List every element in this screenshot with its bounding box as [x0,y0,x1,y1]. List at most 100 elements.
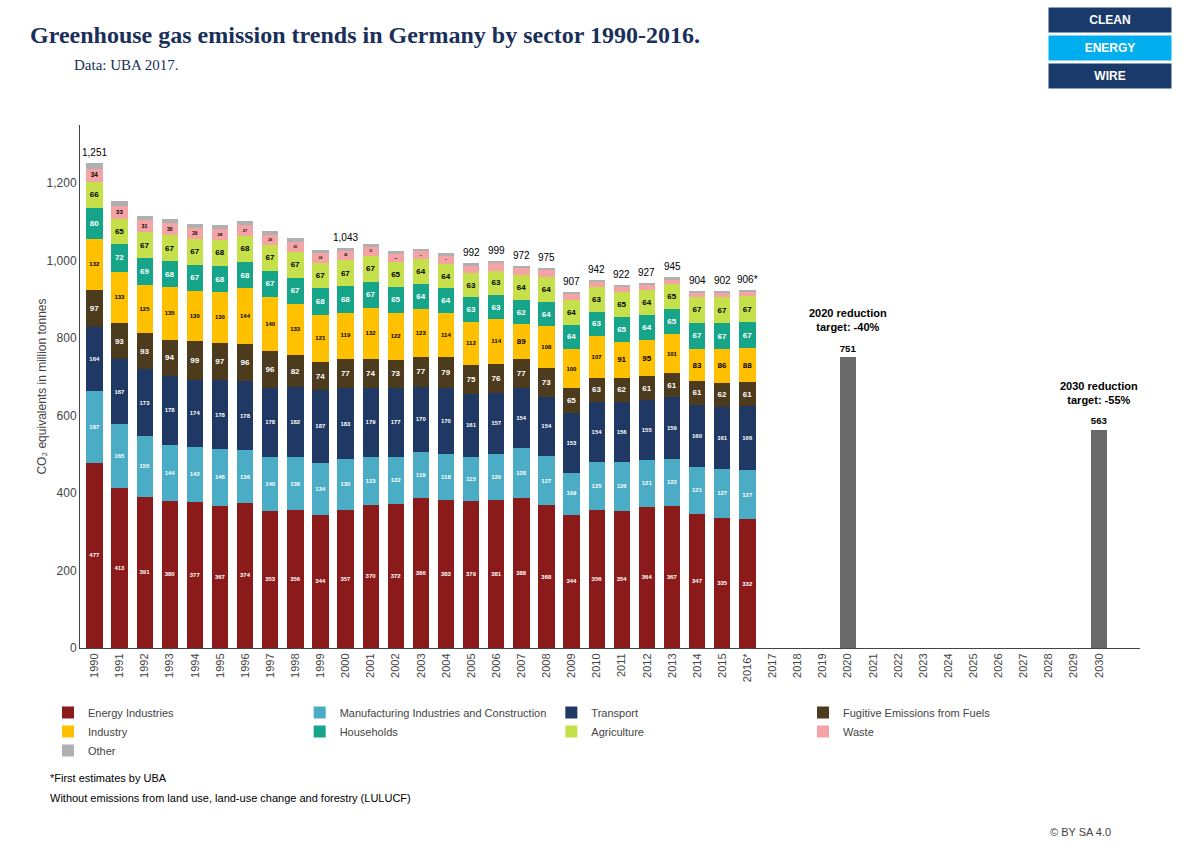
svg-text:2001: 2001 [364,653,376,677]
svg-text:2007: 2007 [515,653,527,677]
svg-text:127: 127 [742,492,753,498]
svg-text:77: 77 [341,369,350,378]
svg-text:383: 383 [441,571,452,577]
svg-text:161: 161 [717,435,728,441]
svg-text:2023: 2023 [917,653,929,677]
svg-text:65: 65 [567,396,576,405]
svg-text:109: 109 [566,490,577,496]
svg-text:174: 174 [190,410,201,416]
svg-text:68: 68 [215,275,224,284]
svg-text:63: 63 [466,281,475,290]
svg-text:88: 88 [743,361,752,370]
svg-text:64: 64 [642,323,651,332]
svg-text:600: 600 [57,409,77,423]
svg-text:118: 118 [441,473,451,480]
svg-text:120: 120 [491,474,502,480]
svg-text:187: 187 [315,423,326,429]
svg-text:73: 73 [391,369,400,378]
svg-text:68: 68 [240,244,249,253]
svg-text:31: 31 [142,223,148,229]
svg-text:364: 364 [642,574,653,580]
svg-text:2011: 2011 [615,653,627,677]
svg-text:183: 183 [340,421,351,427]
svg-text:63: 63 [492,278,501,287]
svg-text:64: 64 [542,285,551,294]
svg-text:922: 922 [613,269,630,280]
svg-text:164: 164 [89,356,100,362]
svg-text:68: 68 [341,295,350,304]
svg-text:413: 413 [114,565,125,571]
svg-text:144: 144 [240,313,251,319]
svg-text:125: 125 [592,483,603,489]
svg-text:146: 146 [215,474,226,480]
svg-text:Fugitive Emissions from Fuels: Fugitive Emissions from Fuels [843,707,990,719]
svg-text:132: 132 [366,330,377,336]
svg-text:2016*: 2016* [741,653,753,682]
svg-text:2026: 2026 [992,653,1004,677]
svg-text:372: 372 [391,573,402,579]
svg-text:2024: 2024 [942,653,954,677]
svg-text:374: 374 [240,572,251,578]
svg-text:95: 95 [642,354,651,363]
svg-text:73: 73 [542,378,551,387]
svg-text:119: 119 [416,471,426,478]
svg-text:Transport: Transport [591,707,638,719]
svg-text:122: 122 [667,479,678,485]
svg-text:170: 170 [416,416,427,422]
svg-text:ENERGY: ENERGY [1085,41,1136,55]
svg-text:Agriculture: Agriculture [591,726,644,738]
svg-text:178: 178 [240,413,251,419]
svg-text:67: 67 [165,244,174,253]
svg-text:906*: 906* [737,274,758,285]
svg-text:1994: 1994 [189,653,201,677]
svg-text:144: 144 [165,470,176,476]
svg-text:128: 128 [516,470,527,476]
svg-text:68: 68 [240,271,249,280]
svg-text:2022: 2022 [892,653,904,677]
svg-text:25: 25 [293,245,297,249]
svg-text:353: 353 [265,576,276,582]
svg-text:154: 154 [516,415,527,421]
svg-text:100: 100 [566,366,577,372]
svg-text:27: 27 [243,228,248,233]
svg-text:82: 82 [291,367,300,376]
svg-text:367: 367 [215,574,226,580]
svg-text:67: 67 [341,269,350,278]
svg-text:999: 999 [488,245,505,256]
svg-text:107: 107 [592,354,603,360]
svg-text:400: 400 [57,486,77,500]
svg-text:64: 64 [567,332,576,341]
svg-text:2004: 2004 [440,653,452,677]
svg-text:2018: 2018 [791,653,803,677]
svg-text:132: 132 [89,261,100,267]
svg-text:65: 65 [667,317,676,326]
svg-text:2019: 2019 [816,653,828,677]
svg-text:904: 904 [689,275,706,286]
svg-text:74: 74 [366,369,375,378]
svg-text:67: 67 [291,260,300,269]
svg-text:63: 63 [592,319,601,328]
svg-text:2020 reductiontarget: -40%: 2020 reductiontarget: -40% [809,307,887,333]
svg-text:133: 133 [290,326,301,332]
svg-text:34: 34 [91,171,99,178]
svg-text:65: 65 [391,270,400,279]
svg-text:63: 63 [466,305,475,314]
svg-text:2005: 2005 [465,653,477,677]
svg-text:30: 30 [167,226,173,232]
svg-text:127: 127 [541,478,552,484]
svg-text:Waste: Waste [843,726,874,738]
svg-text:751: 751 [840,343,857,354]
svg-text:74: 74 [316,372,325,381]
svg-text:65: 65 [391,295,400,304]
svg-text:65: 65 [617,300,626,309]
svg-text:Energy Industries: Energy Industries [88,707,174,719]
svg-text:65: 65 [115,227,124,236]
svg-text:2025: 2025 [967,653,979,677]
svg-text:344: 344 [315,578,326,584]
svg-text:67: 67 [291,286,300,295]
svg-text:133: 133 [114,294,125,300]
svg-text:97: 97 [215,357,224,366]
svg-text:2021: 2021 [867,653,879,677]
svg-text:99: 99 [190,356,199,365]
svg-text:179: 179 [366,419,377,425]
